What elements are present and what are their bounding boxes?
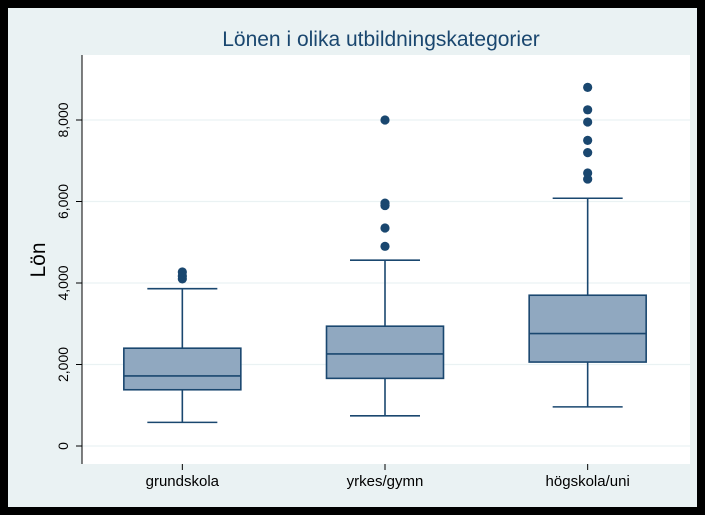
y-tick-label: 8,000 [55,102,71,137]
outlier-point [583,168,593,178]
outlier-point [583,82,593,92]
box-iqr [528,294,647,363]
chart-frame: Lönen i olika utbildningskategorier 0 2,0… [8,8,697,507]
outlier-point [380,198,390,208]
outlier-point [583,135,593,145]
box-2 [528,82,647,408]
y-axis: 0 2,000 4,000 6,000 8,000 [55,55,83,464]
boxes [123,82,647,424]
x-tick-label: högskola/uni [546,473,630,490]
y-tick-label: 4,000 [55,265,71,300]
box-iqr [123,347,242,391]
chart-title: Lönen i olika utbildningskategorier [222,28,540,51]
outlier-point [177,267,187,277]
outlier-point [583,117,593,127]
outlier-point [380,115,390,125]
y-tick-label: 6,000 [55,184,71,219]
outlier-point [380,223,390,233]
outlier-point [583,148,593,158]
outlier-point [583,105,593,115]
y-axis-label: Lön [27,242,50,277]
box-0 [123,267,242,424]
box-1 [325,115,445,417]
box-iqr [325,325,445,380]
outlier-point [380,241,390,251]
y-tick-label: 2,000 [55,347,71,382]
boxplot-chart: Lönen i olika utbildningskategorier 0 2,0… [27,28,690,490]
y-tick-label: 0 [55,442,71,450]
x-tick-label: yrkes/gymn [347,473,424,490]
x-axis: grundskola yrkes/gymn högskola/uni [146,464,630,490]
x-tick-label: grundskola [146,473,220,490]
